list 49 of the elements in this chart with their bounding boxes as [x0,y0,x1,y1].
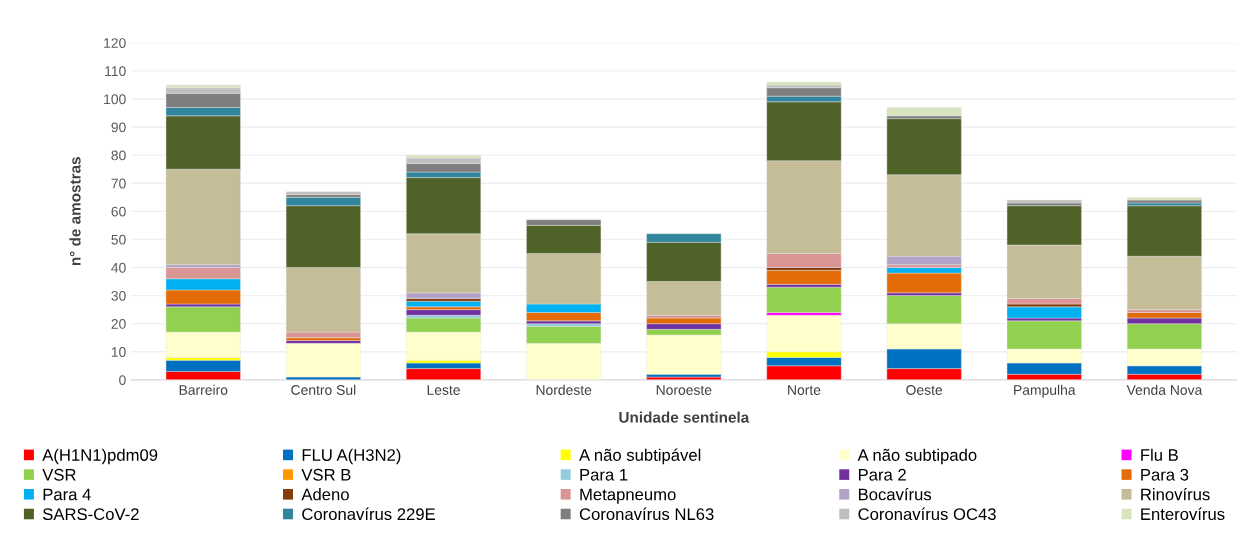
y-tick-label: 70 [111,178,126,189]
bar [886,107,962,117]
legend-label: A não subtipado [857,448,977,465]
bar [766,270,842,285]
legend-label: Para 4 [43,488,91,501]
y-tick-label: 30 [111,290,126,301]
x-tick-label: Nordeste [536,384,592,395]
y-tick-label: 80 [111,150,126,161]
y-tick-label: 20 [111,319,126,329]
x-tick-label: Barreiro [179,384,228,395]
legend-label: Bocavírus [858,487,932,501]
legend-label: Flu B [1141,448,1178,461]
legend-label: Para 1 [580,469,628,481]
legend-label: Enterovírus [1141,507,1225,521]
bar [886,272,962,293]
bar [1006,306,1082,319]
y-tick-label: 40 [111,262,126,273]
legend-label: Para 3 [1141,468,1189,481]
legend-label: VSR B [301,468,351,481]
legend-label: FLU A(H3N2) [302,448,401,465]
legend-label: Coronavírus OC43 [858,507,996,521]
y-axis-title: n° de amostras [69,157,81,266]
y-tick-label: 10 [111,347,126,357]
x-axis-title: Unidade sentinela [619,411,750,423]
legend-label: Coronavírus NL63 [579,507,714,521]
x-tick-label: Noroeste [656,385,712,395]
y-tick-label: 0 [119,375,126,386]
x-tick-label: Leste [427,385,460,395]
bar [406,309,481,316]
x-tick-label: Norte [788,385,821,395]
y-tick-label: 100 [104,94,126,105]
x-tick-label: Oeste [906,385,943,395]
legend-label: Coronavírus 229E [302,507,435,521]
y-tick-label: 60 [111,206,126,217]
y-tick-label: 110 [105,66,126,77]
legend-label: SARS-CoV-2 [43,508,139,521]
legend-label: Metapneumo [580,488,676,504]
legend-label: A não subtipável [579,448,701,465]
y-tick-label: 120 [104,38,126,48]
x-tick-label: Venda Nova [1126,384,1203,395]
legend-label: A(H1N1)pdm09 [42,448,158,465]
legend-label: Rinovírus [1141,487,1210,501]
legend-label: Para 2 [858,468,906,481]
y-tick-label: 90 [111,122,126,133]
x-tick-label: Centro Sul [291,384,356,395]
legend-label: Adeno [301,488,349,501]
y-tick-label: 50 [111,234,126,245]
legend-label: VSR [42,468,76,481]
x-tick-label: Pampulha [1014,384,1076,398]
